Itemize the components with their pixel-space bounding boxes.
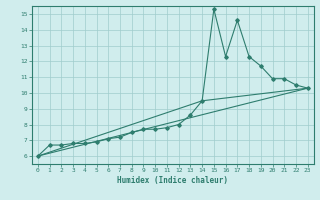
X-axis label: Humidex (Indice chaleur): Humidex (Indice chaleur) [117,176,228,185]
